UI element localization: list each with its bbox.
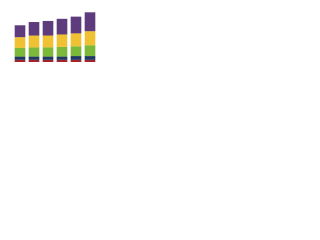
bar-segment [28,22,40,36]
bar-segment [28,47,40,57]
bar-segment [14,56,26,60]
chart [0,0,100,71]
bar-segment [14,59,26,62]
bar-segment [28,59,40,62]
bar-segment [42,56,54,60]
bar-segment [56,18,68,35]
bar-segment [56,46,68,57]
bar-segment [84,59,96,62]
bar-segment [84,12,96,32]
bar-segment [70,46,82,57]
bar-segment [70,59,82,62]
bar-segment [28,35,40,48]
bar-segment [14,47,26,57]
bar-segment [56,56,68,60]
bar-segment [84,56,96,60]
bar-segment [42,35,54,48]
bar-segment [28,56,40,60]
bar-segment [70,33,82,47]
bar-segment [84,45,96,57]
bar-segment [14,25,26,38]
bar-segment [42,47,54,57]
bar-segment [14,37,26,48]
bar-segment [56,34,68,47]
bar-segment [42,20,54,36]
bar-segment [56,59,68,62]
page: (() => { const data = JSON.parse(documen… [0,0,320,71]
bar-segment [84,31,96,46]
bar-segment [42,59,54,62]
bar-segment [70,16,82,34]
bar-segment [70,56,82,60]
